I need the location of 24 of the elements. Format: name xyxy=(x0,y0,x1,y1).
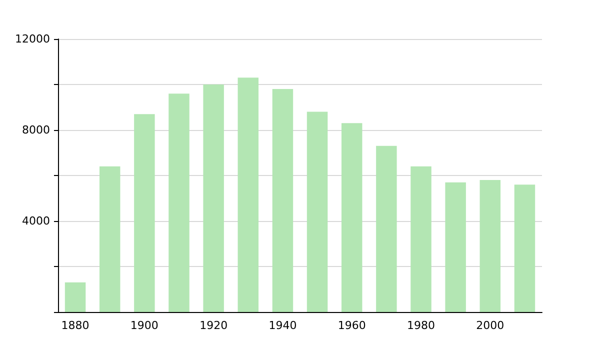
x-tick-label: 1900 xyxy=(130,319,158,332)
bar xyxy=(341,123,362,312)
bar xyxy=(64,282,86,312)
x-tick-label: 1980 xyxy=(407,319,435,332)
y-tick-label: 4000 xyxy=(22,214,50,228)
bar xyxy=(410,166,432,312)
bar xyxy=(272,89,294,312)
bar xyxy=(99,166,120,312)
bar xyxy=(306,112,328,312)
x-tick-label: 2000 xyxy=(476,319,504,332)
bar xyxy=(376,146,397,312)
y-tick-label: 8000 xyxy=(22,124,50,136)
x-tick-label: 1880 xyxy=(61,319,90,332)
y-tick-label: 12000 xyxy=(15,32,50,46)
x-tick-label: 1960 xyxy=(338,319,366,332)
x-tick-label: 1940 xyxy=(268,319,297,332)
bar xyxy=(445,182,466,312)
x-tick-label: 1920 xyxy=(200,319,228,332)
bar xyxy=(134,114,155,312)
bar xyxy=(480,180,501,312)
bar xyxy=(203,84,224,312)
bar xyxy=(238,78,259,312)
bar xyxy=(168,94,190,312)
bar xyxy=(514,184,536,312)
